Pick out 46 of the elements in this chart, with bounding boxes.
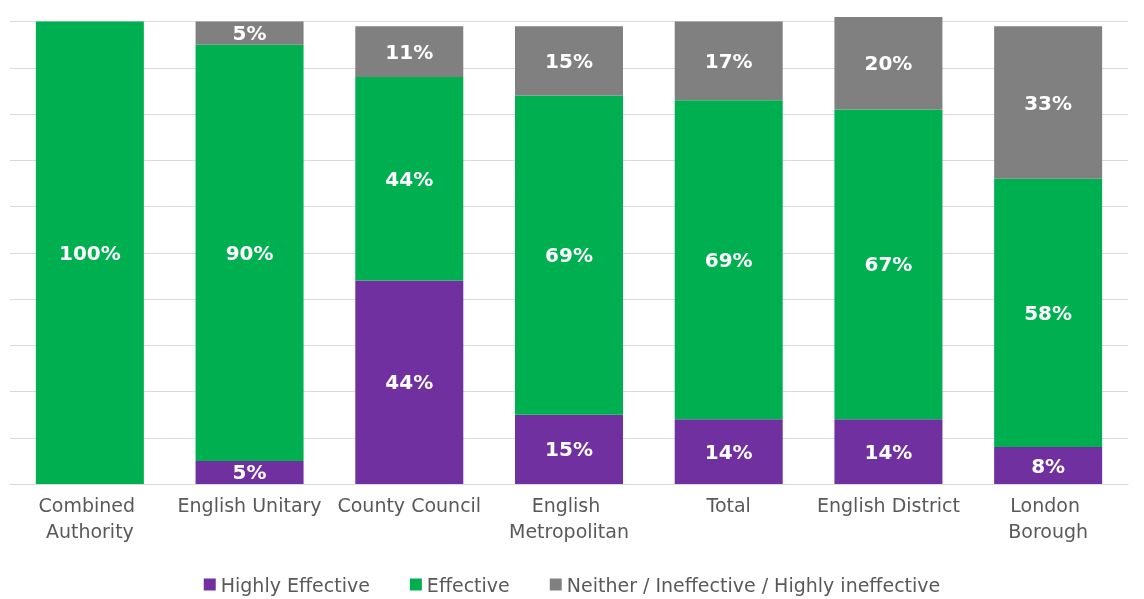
data-label: 69% [704, 247, 753, 272]
data-label: 100% [58, 240, 121, 265]
legend-label: Effective [426, 573, 510, 596]
bar [834, 109, 943, 420]
bar [515, 95, 623, 415]
x-tick-label: County Council [337, 494, 482, 516]
data-label: 11% [385, 39, 434, 64]
bar [674, 419, 783, 484]
data-label: 58% [1024, 300, 1073, 325]
bar [515, 26, 623, 96]
data-label: 69% [545, 243, 593, 268]
bar [994, 178, 1103, 448]
bar [35, 21, 144, 484]
data-label: 15% [545, 48, 593, 73]
data-label: 15% [545, 437, 593, 462]
bar [834, 17, 943, 110]
data-label: 17% [704, 48, 753, 73]
legend-label: Neither / Ineffective / Highly ineffective [566, 573, 941, 596]
bar [834, 419, 943, 484]
bar [355, 280, 464, 484]
bar [355, 26, 464, 78]
x-tick-label: Combined Authority [38, 494, 142, 542]
bar [994, 26, 1103, 179]
bar [195, 44, 304, 461]
bar [674, 100, 783, 420]
x-tick-label: English Unitary [177, 494, 322, 516]
x-tick-label: English Metropolitan [509, 494, 629, 542]
x-tick-label: Total [705, 494, 751, 516]
data-label: 44% [385, 166, 434, 191]
x-tick-label: London Borough [1008, 494, 1089, 542]
bar [674, 21, 783, 101]
data-label: 90% [225, 240, 274, 265]
data-label: 5% [232, 460, 267, 485]
bar [515, 414, 623, 484]
x-tick-label: English District [816, 494, 960, 516]
legend-label: Highly Effective [220, 573, 370, 596]
data-label: 14% [704, 439, 753, 464]
data-label: 8% [1031, 453, 1066, 478]
data-label: 20% [864, 51, 913, 76]
data-label: 5% [232, 21, 267, 46]
data-label: 14% [864, 439, 913, 464]
bar [994, 447, 1103, 484]
data-label: 33% [1024, 90, 1073, 115]
data-label: 44% [385, 370, 434, 395]
bar [355, 77, 464, 281]
data-label: 67% [864, 252, 913, 277]
